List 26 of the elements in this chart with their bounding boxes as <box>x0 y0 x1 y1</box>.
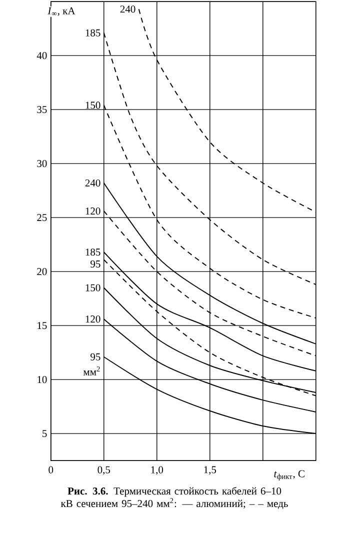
y-tick-label: 5 <box>42 430 47 438</box>
x-tick-label: 1,5 <box>204 466 216 475</box>
annotation: мм$^{2}$ <box>83 366 100 376</box>
series-label: 95 <box>90 353 100 360</box>
series-label: 120 <box>86 316 100 323</box>
text: Рис. 3.6. Термическая стойкость кабелей 6–10 кВ сечением 95–240 мм$^{2}$: — алюминий; – – медь <box>60 486 288 510</box>
y-tick-label: 10 <box>38 376 47 384</box>
series-label: 240 <box>85 179 100 187</box>
y-tick-label: 20 <box>37 268 47 276</box>
y-tick-label: 30 <box>37 160 47 168</box>
y-tick-label: 15 <box>38 322 47 330</box>
series-label: 120 <box>86 208 100 215</box>
y-tick-label: 40 <box>36 52 47 60</box>
x-tick-label: 1,0 <box>151 466 164 475</box>
series-label: 150 <box>86 102 100 109</box>
y-tick-label: 25 <box>37 214 47 222</box>
y-axis-title: I$_{∞}$, кА <box>48 7 76 16</box>
series-label: 185 <box>86 248 100 256</box>
series-label: 150 <box>86 284 100 292</box>
x-axis-title: t$_{фикт}$, С <box>274 470 304 480</box>
y-tick-label: 35 <box>37 106 47 114</box>
series-label: 185 <box>86 29 100 36</box>
series-label: 240 <box>120 6 136 13</box>
x-tick-label: 0 <box>48 466 54 474</box>
series-label: 95 <box>90 260 100 268</box>
x-tick-label: 0,5 <box>98 466 110 475</box>
